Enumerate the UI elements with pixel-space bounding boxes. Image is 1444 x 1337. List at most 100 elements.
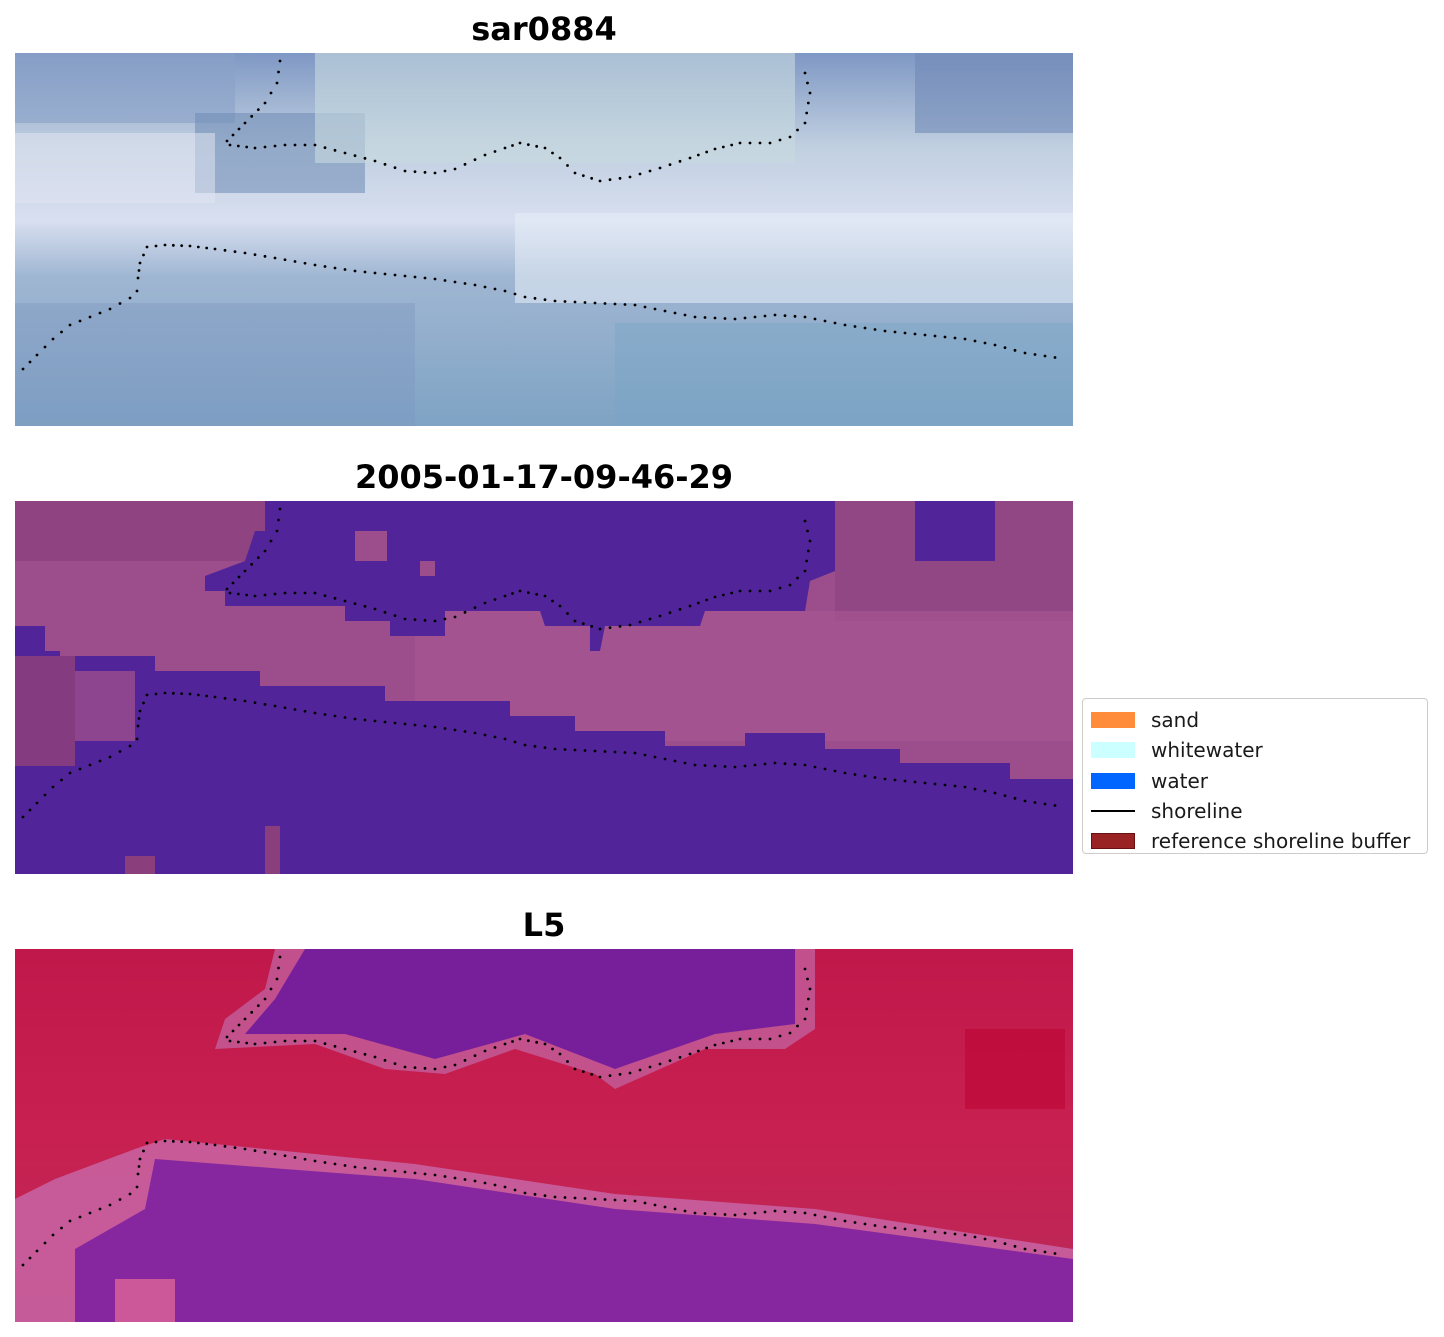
shoreline-dot [363, 1052, 367, 1056]
shoreline-dot [806, 549, 810, 553]
shoreline-dot [137, 269, 141, 272]
shoreline-dot [563, 748, 567, 751]
shoreline-dot [693, 1211, 697, 1215]
shoreline-line-swatch [1091, 810, 1135, 813]
shoreline-dot [788, 1031, 792, 1035]
shoreline-dot [423, 618, 427, 622]
shoreline-dot [513, 292, 517, 296]
shoreline-dot [263, 1041, 267, 1045]
shoreline-dot [783, 762, 787, 766]
shoreline-dot [543, 146, 547, 150]
shoreline-dot [51, 1233, 55, 1237]
shoreline-dot [593, 749, 597, 753]
shoreline-dot [688, 604, 692, 608]
shoreline-dot [668, 1059, 672, 1063]
shoreline-dot [188, 244, 192, 248]
shoreline-dot [138, 261, 142, 265]
shoreline-dot [658, 614, 662, 618]
shoreline-dot [608, 626, 612, 630]
shoreline-dot [768, 1037, 772, 1041]
shoreline-dot [154, 692, 158, 696]
shoreline-dot [363, 270, 367, 274]
shoreline-dot [913, 1228, 917, 1232]
legend-item-sand: sand [1091, 705, 1419, 735]
shoreline-dot [333, 714, 337, 718]
shoreline-dot [51, 337, 55, 341]
shoreline-dot [403, 617, 407, 621]
shoreline-dot [503, 289, 507, 293]
shoreline-dot [813, 765, 817, 769]
shoreline-dot [503, 594, 507, 598]
shoreline-dot [483, 1181, 487, 1185]
shoreline-dot [805, 111, 809, 115]
shoreline-dot [633, 1199, 637, 1203]
shoreline-dot [1003, 794, 1007, 798]
shoreline-dot [263, 145, 267, 149]
reference-buffer-swatch [1091, 833, 1135, 850]
shoreline-dot [613, 1198, 617, 1202]
shoreline-dot [993, 343, 997, 347]
shoreline-dot [118, 750, 122, 753]
shoreline-dot [68, 323, 72, 327]
shoreline-dot [913, 780, 917, 784]
shoreline-dot [28, 360, 32, 364]
shoreline-dot [713, 1043, 717, 1047]
shoreline-dot [373, 271, 377, 275]
shoreline-dot [513, 1188, 517, 1192]
shoreline-dot [1033, 353, 1037, 356]
shoreline-dot [236, 1040, 240, 1044]
shoreline-dot [1003, 346, 1007, 350]
shoreline-dot [805, 1007, 809, 1011]
shoreline-dot [245, 1041, 249, 1045]
shoreline-dot [566, 612, 569, 615]
shoreline-dot [393, 721, 397, 725]
shoreline-dot [363, 156, 367, 160]
shoreline-dot [1033, 801, 1037, 804]
shoreline-dot [683, 1209, 687, 1213]
shoreline-dot [383, 272, 387, 276]
shoreline-dot [658, 166, 662, 170]
shoreline-dot [553, 1195, 557, 1199]
shoreline-dot [993, 1239, 997, 1243]
shoreline-dot [293, 143, 297, 147]
shoreline-dot [593, 1197, 597, 1201]
shoreline-dot [343, 716, 347, 719]
shoreline-dot [463, 730, 467, 733]
shoreline-dot [237, 575, 241, 579]
shoreline-dot [483, 733, 487, 737]
shoreline-dot [721, 593, 725, 597]
shoreline-dot [78, 1215, 82, 1219]
shoreline-dot [463, 162, 467, 166]
shoreline-dot [553, 299, 557, 303]
shoreline-dot [188, 1140, 192, 1144]
shoreline-dot [613, 750, 617, 754]
shoreline-dot [243, 121, 247, 125]
shoreline-dot [423, 170, 427, 174]
shoreline-dot [273, 592, 277, 596]
shoreline-dot [593, 301, 597, 305]
shoreline-dot [43, 1241, 47, 1245]
shoreline-dot [243, 1017, 247, 1021]
index-image-panel [15, 949, 1073, 1322]
shoreline-dot [413, 275, 417, 279]
shoreline-dot [293, 591, 297, 595]
shoreline-dot [590, 624, 594, 628]
shoreline-dot [231, 581, 235, 585]
shoreline-dot [796, 576, 799, 580]
shoreline-dot [1053, 1252, 1057, 1255]
shoreline-dot [135, 1185, 139, 1189]
shoreline-dot [853, 325, 857, 328]
shoreline-dot [623, 751, 627, 754]
shoreline-dot [808, 987, 812, 991]
shoreline-dot [803, 967, 807, 971]
shoreline-dot [256, 1004, 260, 1008]
shoreline-dot [453, 1063, 457, 1067]
shoreline-dot [743, 1212, 747, 1216]
shoreline-dot [233, 698, 237, 702]
shoreline-dot [558, 156, 562, 160]
classified-image-panel [15, 501, 1073, 874]
shoreline-dot [643, 1201, 647, 1205]
shoreline-dot [753, 1211, 757, 1215]
shoreline-dot [323, 594, 327, 598]
shoreline-dot [823, 319, 827, 323]
